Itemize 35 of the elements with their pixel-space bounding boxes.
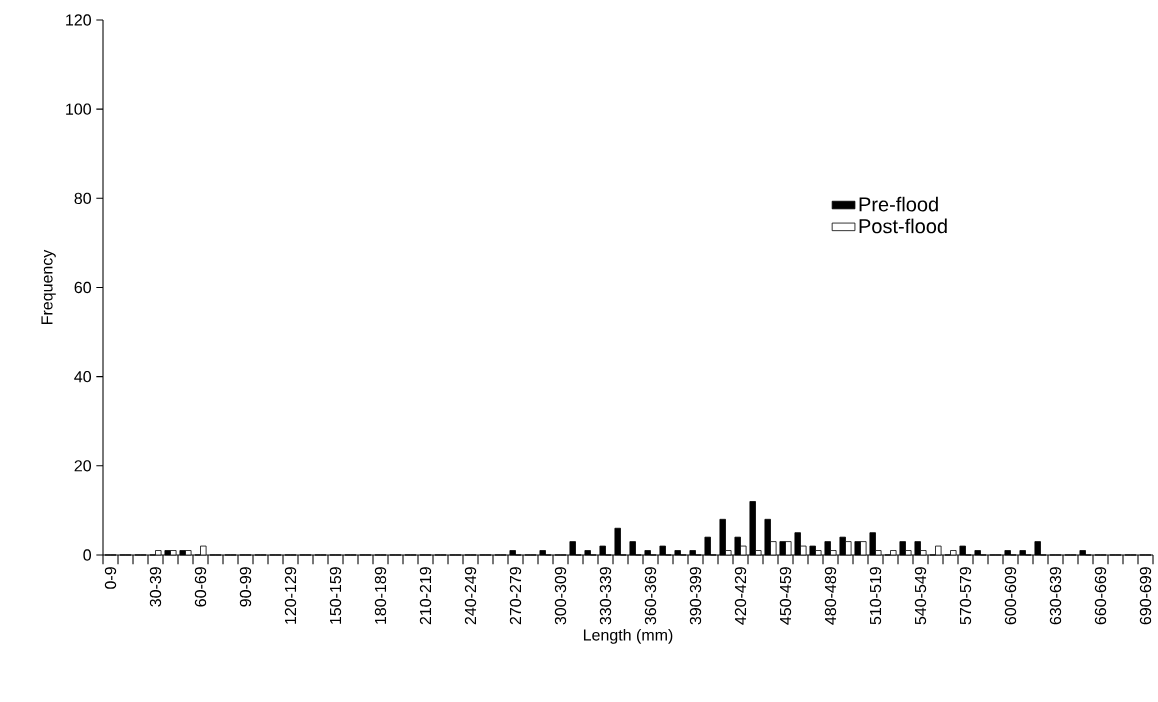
x-tick-label: 570-579 <box>959 567 972 625</box>
y-tick-label: 120 <box>66 14 91 26</box>
x-tick-label: 360-369 <box>644 567 657 625</box>
x-tick-label: 180-189 <box>374 567 387 624</box>
x-tick-label: 300-309 <box>554 567 567 625</box>
legend-label: Post-flood <box>859 218 947 234</box>
y-axis-title: Frequency <box>41 249 56 324</box>
x-tick-label: 150-159 <box>329 567 342 624</box>
x-tick-label: 270-279 <box>509 567 522 625</box>
y-tick-label: 80 <box>74 192 92 204</box>
x-tick-label: 540-549 <box>914 567 927 625</box>
x-tick-label: 0-9 <box>104 567 117 589</box>
x-tick-label: 240-249 <box>464 567 477 625</box>
x-tick-label: 330-339 <box>599 567 612 625</box>
x-tick-label: 600-609 <box>1004 567 1017 625</box>
x-tick-label: 390-399 <box>689 567 702 625</box>
y-tick-label: 0 <box>83 549 92 561</box>
x-tick-label: 60-69 <box>194 567 207 607</box>
x-tick-label: 90-99 <box>239 567 252 607</box>
x-tick-label: 210-219 <box>419 567 432 625</box>
x-tick-label: 660-669 <box>1094 567 1107 625</box>
x-tick-label: 420-429 <box>734 567 747 625</box>
x-tick-label: 450-459 <box>779 567 792 625</box>
x-tick-label: 480-489 <box>824 567 837 625</box>
x-tick-label: 690-699 <box>1139 567 1152 625</box>
x-tick-label: 510-519 <box>869 567 882 625</box>
x-axis-title: Length (mm) <box>583 628 673 644</box>
x-tick-label: 630-639 <box>1049 567 1062 625</box>
x-tick-label: 120-129 <box>284 567 297 624</box>
y-tick-label: 20 <box>74 460 92 472</box>
y-tick-label: 100 <box>66 103 91 115</box>
legend-label: Pre-flood <box>859 196 938 212</box>
x-tick-label: 30-39 <box>149 567 162 607</box>
y-tick-label: 40 <box>74 370 92 383</box>
y-tick-label: 60 <box>74 281 92 294</box>
